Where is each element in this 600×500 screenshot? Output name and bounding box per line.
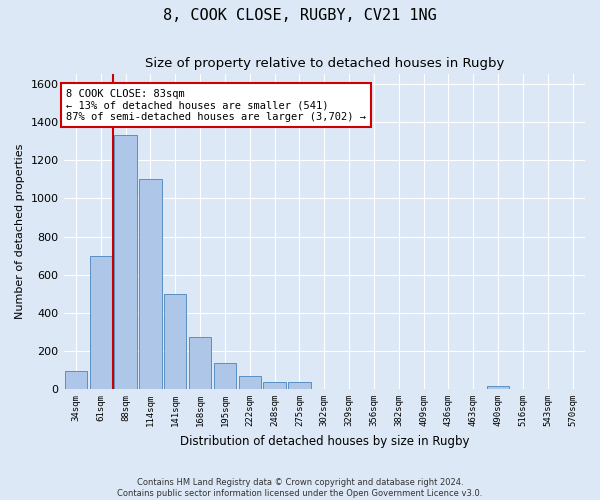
Title: Size of property relative to detached houses in Rugby: Size of property relative to detached ho… [145,58,504,70]
Y-axis label: Number of detached properties: Number of detached properties [15,144,25,320]
Bar [239,376,261,389]
Bar [89,256,112,389]
Text: Contains HM Land Registry data © Crown copyright and database right 2024.
Contai: Contains HM Land Registry data © Crown c… [118,478,482,498]
Bar [263,382,286,389]
Bar [115,136,137,389]
Text: 8 COOK CLOSE: 83sqm
← 13% of detached houses are smaller (541)
87% of semi-detac: 8 COOK CLOSE: 83sqm ← 13% of detached ho… [66,88,366,122]
X-axis label: Distribution of detached houses by size in Rugby: Distribution of detached houses by size … [179,434,469,448]
Bar [214,364,236,389]
Bar [65,371,87,389]
Bar [189,336,211,389]
Bar [164,294,187,389]
Bar [139,180,161,389]
Text: 8, COOK CLOSE, RUGBY, CV21 1NG: 8, COOK CLOSE, RUGBY, CV21 1NG [163,8,437,22]
Bar [288,382,311,389]
Bar [487,386,509,389]
